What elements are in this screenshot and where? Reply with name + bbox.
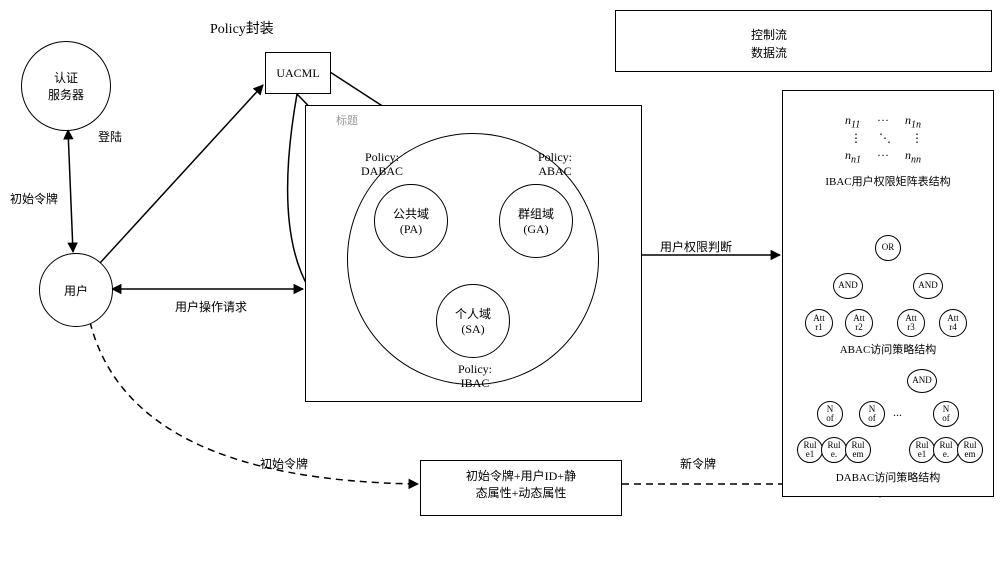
- dabac-leaf-1: Rule1: [797, 437, 823, 463]
- abac-leaf-2: Attr2: [845, 309, 873, 337]
- dabac-dots: ...: [893, 405, 902, 420]
- ibac-caption: IBAC用户权限矩阵表结构: [783, 173, 993, 189]
- matrix-vdots-l: ⋮: [850, 131, 862, 146]
- abac-root: OR: [875, 235, 901, 261]
- dabac-mid-1: Nof: [817, 401, 843, 427]
- login-label: 登陆: [98, 128, 122, 145]
- user-op-request-label: 用户操作请求: [175, 298, 247, 315]
- pa-line2: (PA): [400, 222, 422, 237]
- matrix-hdots-top: ···: [877, 113, 889, 128]
- matrix-tr: n1n: [905, 113, 921, 130]
- pa-policy: Policy:DABAC: [352, 150, 412, 179]
- pa-circle: 公共域 (PA): [374, 184, 448, 258]
- matrix-vdots-r: ⋮: [911, 131, 923, 146]
- dabac-mid-3: Nof: [933, 401, 959, 427]
- token-line2: 态属性+动态属性: [421, 484, 621, 501]
- sa-line1: 个人域: [455, 305, 491, 322]
- sa-line2: (SA): [461, 322, 484, 337]
- legend-solid-label: 控制流: [751, 26, 787, 43]
- pa-line1: 公共域: [393, 205, 429, 222]
- sa-policy: Policy:IBAC: [440, 362, 510, 391]
- dabac-mid-2: Nof: [859, 401, 885, 427]
- ga-circle: 群组域 (GA): [499, 184, 573, 258]
- abac-and-l: AND: [833, 273, 863, 299]
- abac-leaf-1: Attr1: [805, 309, 833, 337]
- user-label: 用户: [64, 282, 88, 299]
- user-perm-judge-label: 用户权限判断: [660, 238, 732, 255]
- auth-server-line2: 服务器: [48, 86, 84, 103]
- uacml-title: Policy封装: [210, 18, 274, 38]
- dabac-leaf-5: Rule.: [933, 437, 959, 463]
- abac-leaf-4: Attr4: [939, 309, 967, 337]
- abac-and-r: AND: [913, 273, 943, 299]
- dabac-leaf-6: Rulem: [957, 437, 983, 463]
- legend-dashed-label: 数据流: [751, 44, 787, 61]
- diagram-canvas: 控制流 数据流 Policy封装 UACML 认证 服务器 用户 登陆 初始令牌…: [0, 0, 1000, 561]
- right-structures-box: n11 ··· n1n ⋮ ⋱ ⋮ nn1 ··· nnn IBAC用户权限矩阵…: [782, 90, 994, 497]
- initial-token-label-2: 初始令牌: [260, 455, 308, 472]
- legend-box: 控制流 数据流: [615, 10, 992, 72]
- matrix-tl: n11: [845, 113, 860, 130]
- new-token-label: 新令牌: [680, 455, 716, 472]
- matrix-hdots-bot: ···: [877, 148, 889, 163]
- abac-leaf-3: Attr3: [897, 309, 925, 337]
- matrix-bl: nn1: [845, 148, 861, 165]
- sa-circle: 个人域 (SA): [436, 284, 510, 358]
- uacml-label: UACML: [276, 66, 319, 80]
- ga-line2: (GA): [523, 222, 548, 237]
- user-circle: 用户: [39, 253, 113, 327]
- token-box: 初始令牌+用户ID+静 态属性+动态属性: [420, 460, 622, 516]
- dabac-caption: DABAC访问策略结构: [783, 469, 993, 485]
- dabac-root: AND: [907, 369, 937, 393]
- abac-caption: ABAC访问策略结构: [783, 341, 993, 357]
- uacml-box: UACML: [265, 52, 331, 94]
- matrix-br: nnn: [905, 148, 921, 165]
- ga-policy: Policy:ABAC: [525, 150, 585, 179]
- dabac-leaf-3: Rulem: [845, 437, 871, 463]
- ga-line1: 群组域: [518, 205, 554, 222]
- center-box-title: 标题: [336, 112, 358, 128]
- dabac-leaf-2: Rule.: [821, 437, 847, 463]
- auth-server-line1: 认证: [54, 69, 78, 86]
- dabac-leaf-4: Rule1: [909, 437, 935, 463]
- matrix-ddots: ⋱: [879, 131, 891, 146]
- token-line1: 初始令牌+用户ID+静: [421, 467, 621, 484]
- initial-token-label-1: 初始令牌: [10, 190, 58, 207]
- auth-server-circle: 认证 服务器: [21, 41, 111, 131]
